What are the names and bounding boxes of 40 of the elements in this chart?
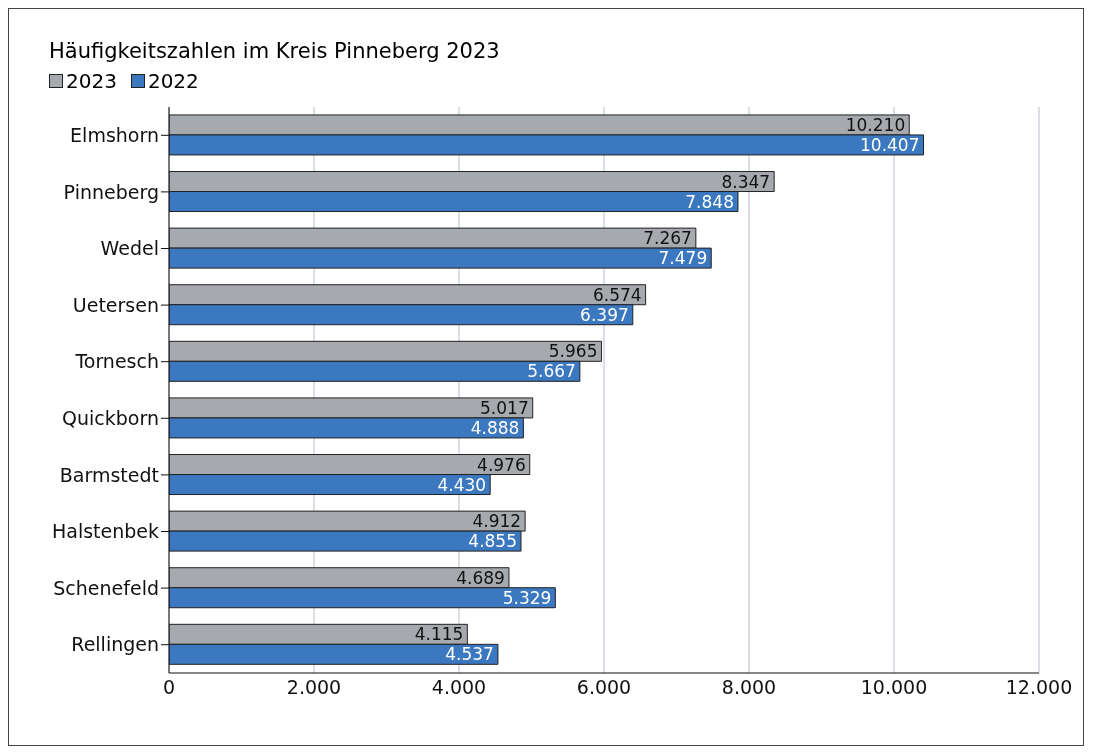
y-tick-label: Barmstedt xyxy=(59,463,159,486)
x-tick-label: 8.000 xyxy=(721,676,777,699)
data-label: 4.855 xyxy=(468,531,517,552)
data-label: 7.267 xyxy=(643,228,692,249)
data-label: 5.329 xyxy=(502,587,552,608)
data-label: 10.210 xyxy=(845,115,906,136)
data-label: 8.347 xyxy=(721,171,771,192)
x-tick-label: 2.000 xyxy=(286,676,342,699)
data-label: 7.848 xyxy=(685,191,734,212)
legend-label: 2023 xyxy=(65,69,117,93)
data-label: 5.667 xyxy=(527,361,576,382)
y-tick-label: Rellingen xyxy=(71,633,159,656)
data-label: 4.888 xyxy=(470,418,520,439)
x-tick-label: 0 xyxy=(162,676,176,699)
x-tick-label: 4.000 xyxy=(431,676,487,699)
data-label: 6.574 xyxy=(592,284,642,305)
data-label: 4.912 xyxy=(472,511,522,532)
data-label: 5.965 xyxy=(548,341,598,362)
x-tick-label: 6.000 xyxy=(576,676,632,699)
chart-title: Häufigkeitszahlen im Kreis Pinneberg 2023 xyxy=(49,39,501,63)
y-tick-label: Halstenbek xyxy=(51,520,159,543)
y-tick-label: Elmshorn xyxy=(70,124,159,147)
data-label: 10.407 xyxy=(860,135,920,156)
data-label: 4.976 xyxy=(477,454,526,475)
y-tick-label: Pinneberg xyxy=(63,180,159,203)
y-tick-label: Quickborn xyxy=(62,407,159,430)
data-label: 4.689 xyxy=(456,567,505,588)
y-tick-label: Tornesch xyxy=(74,350,159,373)
data-label: 5.017 xyxy=(480,398,529,419)
y-tick-label: Wedel xyxy=(100,237,159,260)
data-label: 6.397 xyxy=(580,304,629,325)
y-tick-label: Uetersen xyxy=(72,293,159,316)
x-tick-label: 10.000 xyxy=(860,676,928,699)
y-tick-label: Schenefeld xyxy=(53,576,159,599)
x-tick-label: 12.000 xyxy=(1005,676,1073,699)
data-label: 4.115 xyxy=(414,624,464,645)
data-label: 4.537 xyxy=(445,644,494,665)
data-label: 4.430 xyxy=(437,474,487,495)
legend-label: 2022 xyxy=(146,69,199,93)
data-label: 7.479 xyxy=(658,248,708,269)
